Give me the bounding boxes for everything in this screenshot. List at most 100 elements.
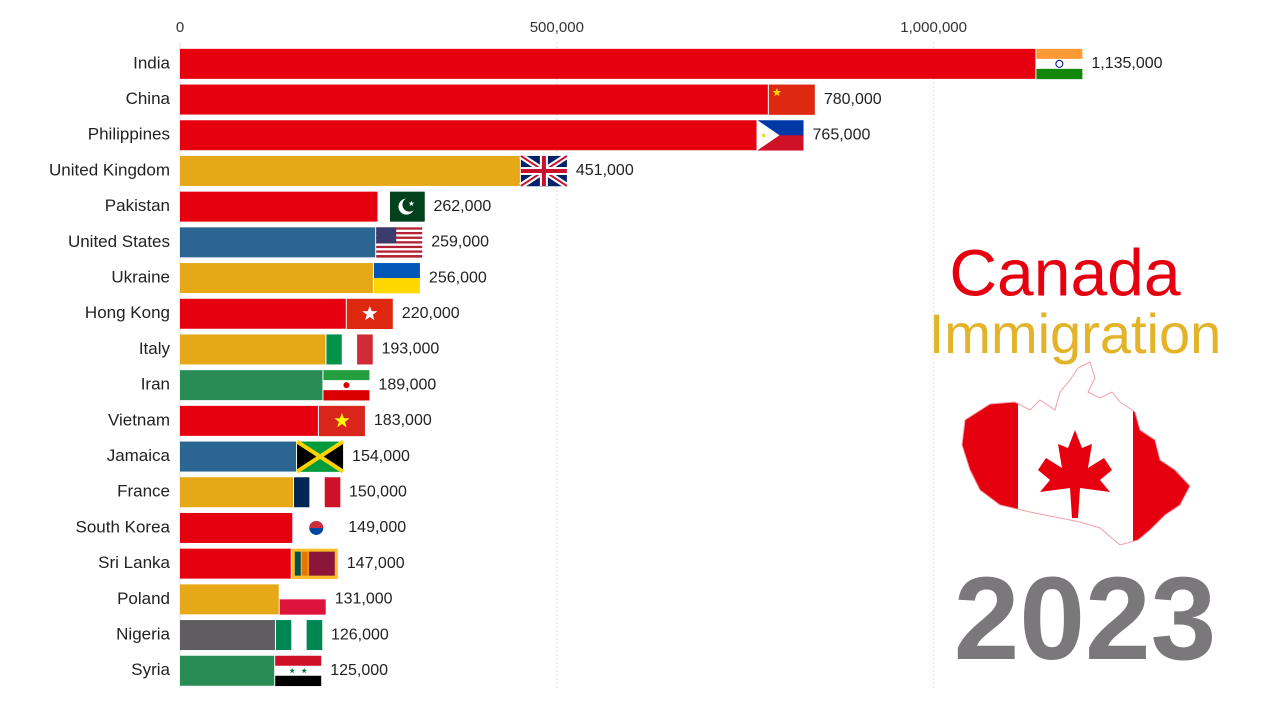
flag-stripe xyxy=(275,655,322,667)
x-tick-label: 1,000,000 xyxy=(900,19,967,36)
flag-tri xyxy=(320,441,344,472)
flag-stripe xyxy=(376,243,423,247)
flag-star xyxy=(362,305,378,321)
flag-star xyxy=(408,200,415,207)
flag-stripe xyxy=(376,234,423,237)
flag xyxy=(275,620,323,651)
value-label: 256,000 xyxy=(429,269,487,286)
value-label: 149,000 xyxy=(348,519,406,536)
value-label: 125,000 xyxy=(330,662,388,679)
flag-stripe xyxy=(357,334,373,365)
bar xyxy=(180,655,275,686)
title: Canada xyxy=(949,235,1180,309)
flag-stripe xyxy=(373,278,420,294)
flag-star xyxy=(289,667,296,674)
flag xyxy=(275,655,322,687)
flag-stripe xyxy=(376,231,423,235)
flag-stripe xyxy=(323,390,370,401)
flag-stripe xyxy=(323,370,370,381)
flag-stripe xyxy=(376,238,423,242)
subtitle: Immigration xyxy=(929,302,1222,365)
bar xyxy=(180,584,279,615)
flag-stripe xyxy=(326,334,343,365)
flag-emblem xyxy=(343,382,350,389)
value-label: 262,000 xyxy=(433,198,491,215)
flag-emblem xyxy=(309,520,324,528)
bar xyxy=(180,477,294,508)
value-label: 193,000 xyxy=(381,341,439,358)
value-label: 126,000 xyxy=(331,626,389,643)
flag-star xyxy=(772,88,782,97)
flag-field xyxy=(294,551,301,576)
value-label: 259,000 xyxy=(431,234,489,251)
category-label: Nigeria xyxy=(116,625,170,644)
value-label: 189,000 xyxy=(378,376,436,393)
value-label: 765,000 xyxy=(813,126,871,143)
bar xyxy=(180,84,768,115)
bar xyxy=(180,120,757,151)
value-label: 131,000 xyxy=(335,591,393,608)
category-label: Vietnam xyxy=(108,410,170,429)
bar xyxy=(180,155,520,186)
bar xyxy=(180,48,1036,79)
year: 2023 xyxy=(954,553,1217,685)
category-label: Philippines xyxy=(88,125,170,144)
flag-stripe xyxy=(324,477,341,508)
category-label: Ukraine xyxy=(111,268,170,287)
flag-stripe xyxy=(341,334,358,365)
flag-stripe xyxy=(291,620,307,651)
flag-stripe xyxy=(376,229,423,233)
category-label: Jamaica xyxy=(107,446,171,465)
category-label: United States xyxy=(68,232,170,251)
bar xyxy=(180,191,378,222)
flag xyxy=(294,477,341,508)
flag-triangle xyxy=(757,120,780,151)
value-label: 147,000 xyxy=(347,555,405,572)
flag-star xyxy=(334,412,350,428)
flag xyxy=(291,548,338,579)
flag-stripe xyxy=(376,245,423,249)
bar xyxy=(180,620,275,651)
flag-crescent xyxy=(402,197,417,212)
flag-stripe xyxy=(1036,58,1083,70)
category-label: Italy xyxy=(139,339,171,358)
category-label: India xyxy=(133,53,170,72)
bar xyxy=(180,263,373,294)
flag xyxy=(326,334,373,365)
flag-stripe xyxy=(1036,68,1083,80)
flag-stripe xyxy=(376,227,423,230)
flag-stripe xyxy=(275,675,322,687)
flag-stripe xyxy=(376,248,423,251)
flag-stripe xyxy=(376,241,423,244)
flag xyxy=(378,191,425,222)
flag-star xyxy=(301,667,308,674)
flag-stripe xyxy=(306,620,323,651)
category-label: Poland xyxy=(117,589,170,608)
flag-stripe xyxy=(279,599,326,615)
flag xyxy=(346,298,393,330)
bar xyxy=(180,334,326,365)
flag-saltire xyxy=(295,439,345,474)
category-label: Pakistan xyxy=(105,196,170,215)
flag-stripe xyxy=(376,250,423,254)
flag-star xyxy=(760,132,767,138)
x-tick-label: 500,000 xyxy=(530,19,584,36)
category-label: United Kingdom xyxy=(49,160,170,179)
flag xyxy=(757,120,804,151)
flag-stripe xyxy=(294,477,310,508)
flag-emblem xyxy=(1055,59,1064,68)
flag-stripe xyxy=(412,191,425,222)
flag xyxy=(323,370,370,401)
bar xyxy=(180,227,376,258)
flag xyxy=(318,405,365,437)
flag-stripe xyxy=(376,236,423,240)
value-label: 183,000 xyxy=(374,412,432,429)
flag xyxy=(373,263,420,294)
flag-stripe xyxy=(275,665,322,677)
flag-field xyxy=(301,551,308,576)
category-label: China xyxy=(126,89,171,108)
flag-canton xyxy=(376,227,397,244)
flag-field xyxy=(308,551,335,576)
value-label: 150,000 xyxy=(349,483,407,500)
bar xyxy=(180,512,293,543)
